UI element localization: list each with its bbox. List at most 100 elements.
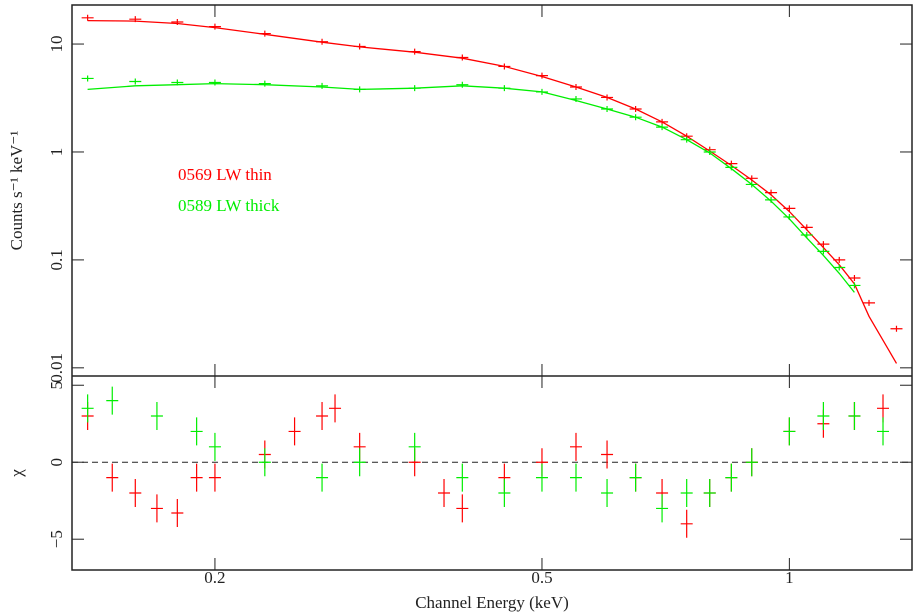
data-point	[106, 463, 119, 492]
data-point	[765, 196, 778, 203]
data-point	[877, 417, 890, 446]
data-point	[316, 38, 329, 45]
x-tick-label: 0.2	[204, 568, 225, 587]
data-point	[725, 164, 738, 171]
y-tick-label: 0	[47, 458, 66, 467]
data-point	[680, 479, 693, 508]
data-point	[680, 509, 693, 538]
data-point	[171, 79, 184, 86]
legend-entry: 0569 LW thin	[178, 165, 272, 184]
data-point	[783, 205, 796, 212]
data-point	[408, 85, 421, 92]
data-point	[438, 479, 451, 508]
data-point	[81, 14, 94, 21]
data-point	[656, 124, 669, 131]
y-tick-label: 0.1	[47, 249, 66, 270]
data-point	[833, 256, 846, 263]
data-point	[498, 479, 511, 508]
data-point	[765, 189, 778, 196]
data-point	[353, 43, 366, 50]
data-point	[171, 499, 184, 528]
data-point	[498, 85, 511, 92]
data-point	[208, 463, 221, 492]
data-point	[745, 448, 758, 477]
data-point	[150, 494, 163, 523]
data-point	[680, 136, 693, 143]
data-point	[656, 118, 669, 125]
y-tick-label: −5	[47, 530, 66, 548]
data-point	[800, 224, 813, 231]
data-point	[817, 248, 830, 255]
data-point	[569, 95, 582, 102]
y-tick-label: 0.01	[47, 353, 66, 383]
data-point	[456, 54, 469, 61]
data-point	[258, 448, 271, 477]
data-point	[456, 494, 469, 523]
data-point	[725, 463, 738, 492]
data-point	[258, 30, 271, 37]
data-point	[329, 394, 342, 423]
data-point	[569, 83, 582, 90]
data-point	[656, 494, 669, 523]
data-point	[848, 402, 861, 431]
x-tick-label: 1	[785, 568, 794, 587]
data-point	[456, 81, 469, 88]
data-point	[863, 299, 876, 306]
y-axis-label: χ	[7, 469, 26, 478]
data-point	[783, 417, 796, 446]
data-point	[800, 232, 813, 239]
data-point	[208, 432, 221, 461]
data-point	[129, 479, 142, 508]
data-point	[106, 386, 119, 415]
data-point	[408, 48, 421, 55]
data-point	[129, 16, 142, 23]
data-point	[316, 463, 329, 492]
data-point	[208, 23, 221, 30]
data-point	[703, 479, 716, 508]
y-tick-label: 10	[47, 36, 66, 53]
data-point	[817, 402, 830, 431]
data-point	[208, 79, 221, 86]
data-point	[353, 86, 366, 93]
data-point	[848, 282, 861, 289]
data-point	[129, 78, 142, 85]
frame	[71, 4, 913, 571]
data-point	[629, 463, 642, 492]
model-line	[87, 19, 898, 364]
data-point	[535, 463, 548, 492]
data-point	[535, 72, 548, 79]
data-point	[601, 94, 614, 101]
data-point	[848, 274, 861, 281]
x-axis-label: Channel Energy (keV)	[415, 593, 569, 612]
data-point	[288, 417, 301, 446]
data-point	[535, 88, 548, 95]
y-tick-label: 5	[47, 381, 66, 390]
y-tick-label: 1	[47, 148, 66, 157]
data-point	[601, 440, 614, 469]
data-point	[190, 417, 203, 446]
data-point	[833, 264, 846, 271]
y-axis-label: Counts s⁻¹ keV⁻¹	[7, 131, 26, 251]
data-point	[171, 19, 184, 26]
x-tick-label: 0.5	[531, 568, 552, 587]
data-point	[316, 402, 329, 431]
data-point	[629, 114, 642, 121]
data-point	[408, 432, 421, 461]
data-point	[745, 175, 758, 182]
data-point	[601, 479, 614, 508]
data-point	[498, 63, 511, 70]
data-point	[316, 82, 329, 89]
data-point	[81, 394, 94, 423]
data-point	[629, 106, 642, 113]
legend-entry: 0589 LW thick	[178, 196, 280, 215]
data-point	[456, 463, 469, 492]
data-point	[81, 75, 94, 82]
data-point	[569, 432, 582, 461]
data-point	[817, 241, 830, 248]
data-point	[190, 463, 203, 492]
data-point	[353, 448, 366, 477]
data-point	[258, 80, 271, 87]
data-point	[745, 181, 758, 188]
